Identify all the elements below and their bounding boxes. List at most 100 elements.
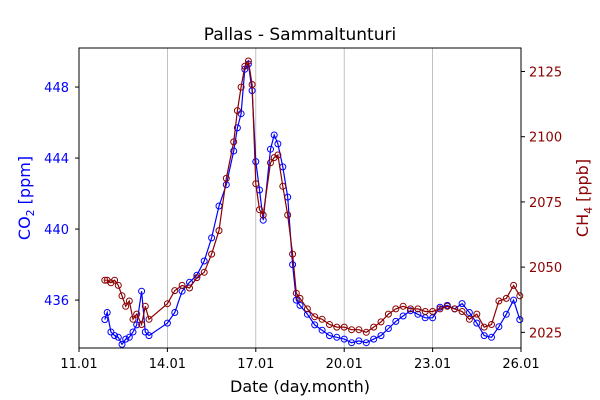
co2-point <box>274 140 282 148</box>
chart-title: Pallas - Sammaltunturi <box>204 25 396 45</box>
right-y-tick-label: 2100 <box>529 131 562 146</box>
ch4-point <box>495 297 503 305</box>
ch4-point <box>414 305 422 313</box>
ch4-point <box>101 276 109 284</box>
ch4-point <box>222 174 230 182</box>
co2-point <box>303 310 311 318</box>
co2-point <box>267 145 274 153</box>
ch4-series <box>101 57 524 336</box>
co2-point <box>133 321 141 329</box>
co2-point <box>163 319 171 327</box>
co2-point <box>141 328 149 336</box>
co2-point <box>348 339 356 347</box>
ch4-point <box>488 321 495 328</box>
ch4-point <box>145 315 153 323</box>
x-axis-label: Date (day.month) <box>230 377 370 396</box>
co2-point <box>101 316 109 324</box>
co2-point <box>125 333 133 341</box>
ch4-point <box>348 326 356 334</box>
ch4-point <box>289 250 297 258</box>
co2-point <box>377 332 385 340</box>
x-tick-label: 23.01 <box>414 357 451 372</box>
ch4-point <box>267 159 274 167</box>
co2-point <box>370 335 378 343</box>
ch4-point <box>125 297 133 305</box>
co2-point <box>107 328 115 336</box>
co2-point <box>473 319 481 327</box>
co2-point <box>414 310 422 318</box>
ch4-point <box>138 321 146 328</box>
ch4-point <box>208 250 216 258</box>
ch4-point <box>237 83 245 91</box>
ch4-point <box>292 289 300 297</box>
co2-point <box>510 296 518 304</box>
ch4-point <box>193 274 201 282</box>
x-tick-label: 26.01 <box>502 357 539 372</box>
co2-point <box>171 309 179 316</box>
co2-point <box>292 296 300 304</box>
ch4-point <box>133 310 141 318</box>
co2-point <box>233 124 241 132</box>
ch4-point <box>200 268 208 276</box>
x-axis: 11.01 14.01 17.01 20.01 23.01 26.01 <box>60 348 540 372</box>
grid <box>166 48 434 348</box>
ch4-point <box>370 323 378 331</box>
ch4-point <box>284 211 292 219</box>
right-y-axis-label-sub: 4 <box>582 207 595 214</box>
ch4-point <box>473 310 481 318</box>
left-y-tick-label: 436 <box>44 294 69 309</box>
left-y-axis: 436 440 444 448 <box>44 81 79 309</box>
ch4-point <box>241 62 249 70</box>
ch4-point <box>333 323 341 331</box>
right-y-tick-label: 2125 <box>529 65 562 80</box>
ch4-point <box>171 287 179 295</box>
ch4-point <box>279 182 287 190</box>
ch4-point <box>458 308 466 315</box>
ch4-point <box>355 326 363 334</box>
co2-point <box>318 326 326 334</box>
right-y-tick-label: 2050 <box>529 261 562 276</box>
co2-point <box>495 323 503 331</box>
ch4-point <box>362 328 370 336</box>
ch4-point <box>248 81 256 88</box>
ch4-point <box>510 281 518 289</box>
ch4-point <box>178 281 186 289</box>
ch4-point <box>502 294 510 302</box>
x-tick-label: 14.01 <box>149 357 186 372</box>
left-y-tick-label: 440 <box>44 223 69 238</box>
plot-frame <box>78 47 522 349</box>
co2-point <box>516 316 524 324</box>
ch4-point <box>163 300 171 308</box>
co2-point <box>362 339 370 347</box>
left-y-tick-label: 448 <box>44 81 69 96</box>
co2-point <box>111 332 119 340</box>
right-y-axis-label-unit: [ppb] <box>573 159 592 202</box>
ch4-point <box>118 292 126 300</box>
ch4-point <box>256 206 263 214</box>
ch4-point <box>303 305 311 313</box>
co2-point <box>138 287 146 295</box>
co2-point <box>355 337 363 345</box>
ch4-point <box>252 180 260 188</box>
co2-point <box>480 332 488 340</box>
left-y-axis-label: CO2 [ppm] <box>15 156 37 240</box>
ch4-point <box>421 308 429 315</box>
co2-point <box>259 216 267 224</box>
ch4-point <box>186 284 193 292</box>
co2-point <box>392 317 400 325</box>
ch4-point <box>259 211 267 219</box>
co2-point <box>122 335 130 343</box>
ch4-point <box>296 294 304 302</box>
co2-point <box>114 333 122 341</box>
left-y-tick-label: 444 <box>44 152 69 167</box>
ch4-point <box>129 315 137 323</box>
co2-point <box>458 300 466 308</box>
ch4-point <box>326 321 333 328</box>
co2-point <box>488 333 495 341</box>
ch4-point <box>377 318 385 326</box>
co2-point <box>230 147 238 155</box>
ch4-point <box>244 57 252 65</box>
ch4-point <box>215 227 223 235</box>
right-y-tick-label: 2075 <box>529 196 562 211</box>
